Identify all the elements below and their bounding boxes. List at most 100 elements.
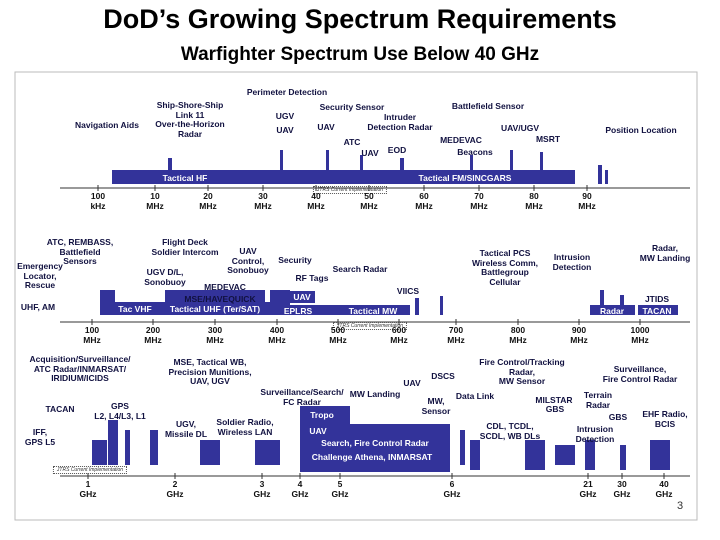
- frequency-label: 40 MHz: [307, 191, 325, 211]
- frequency-label: 80 MHz: [525, 191, 543, 211]
- use-label: Navigation Aids: [75, 120, 139, 130]
- frequency-label: 100 kHz: [90, 191, 106, 211]
- use-label: Acquisition/Surveillance/ ATC Radar/INMA…: [29, 354, 131, 383]
- use-label: GBS: [545, 404, 565, 414]
- spectrum-band: [326, 150, 329, 170]
- frequency-label: 90 MHz: [578, 191, 596, 211]
- spectrum-band: [290, 291, 315, 303]
- use-label: VIICS: [396, 286, 420, 296]
- use-label: Ship-Shore-Ship Link 11 Over-the-Horizon…: [155, 100, 225, 139]
- band-label: Tactical MW: [348, 306, 398, 316]
- spectrum-band: [200, 440, 220, 465]
- spectrum-band: [620, 445, 626, 470]
- spectrum-band: [125, 430, 130, 465]
- spectrum-band: [605, 170, 608, 184]
- use-label: UAV: [361, 148, 379, 158]
- band-label: Search, Fire Control Radar: [321, 438, 429, 448]
- use-label: GPS L2, L4/L3, L1: [94, 401, 146, 421]
- spectrum-band: [160, 302, 270, 315]
- frequency-label: 21 GHz: [579, 479, 597, 499]
- spectrum-band: [525, 440, 545, 470]
- use-label: ATC: [343, 137, 361, 147]
- frequency-label: 40 GHz: [655, 479, 673, 499]
- use-label: Radar, MW Landing: [639, 243, 691, 263]
- use-label: UHF, AM: [20, 302, 56, 312]
- use-label: EHF Radio, BCIS: [642, 409, 688, 429]
- band-label: Tactical HF: [162, 173, 208, 183]
- use-label: Tactical PCS Wireless Comm, Battlegroup …: [471, 248, 539, 287]
- spectrum-band: [340, 305, 410, 315]
- spectrum-band: [510, 150, 513, 170]
- implementation-note: JTRS Current Implementation: [312, 186, 388, 194]
- use-label: UAV: [403, 378, 421, 388]
- use-label: Data Link: [455, 391, 495, 401]
- band-label: Tac VHF: [118, 304, 152, 314]
- use-label: MEDEVAC: [440, 135, 482, 145]
- use-label: Intrusion Detection: [552, 252, 592, 272]
- use-label: UAV Control, Sonobuoy: [227, 246, 269, 275]
- use-label: Fire Control/Tracking Radar, MW Sensor: [479, 357, 565, 386]
- use-label: RF Tags: [295, 273, 329, 283]
- frequency-label: 1000 MHz: [630, 325, 650, 345]
- frequency-label: 3 GHz: [253, 479, 271, 499]
- use-label: UGV, Missile DL: [164, 419, 208, 439]
- band-label: TACAN: [642, 306, 672, 316]
- band-label: Tropo: [310, 410, 334, 420]
- frequency-label: 2 GHz: [166, 479, 184, 499]
- slide-title: DoD’s Growing Spectrum Requirements: [103, 4, 617, 34]
- spectrum-band: [620, 295, 624, 315]
- spectrum-band: [255, 440, 280, 465]
- frequency-label: 700 MHz: [447, 325, 465, 345]
- use-label: UAV/UGV: [500, 123, 540, 133]
- frequency-label: 200 MHz: [144, 325, 162, 345]
- spectrum-band: [115, 302, 160, 315]
- spectrum-band: [300, 424, 450, 472]
- spectrum-band: [598, 165, 602, 184]
- use-label: MSRT: [535, 134, 561, 144]
- use-label: Position Location: [605, 125, 677, 135]
- frequency-label: 20 MHz: [199, 191, 217, 211]
- use-label: UGV D/L, Sonobuoy: [144, 267, 186, 287]
- frequency-label: 6 GHz: [443, 479, 461, 499]
- band-label: UAV: [309, 426, 327, 436]
- use-label: TACAN: [45, 404, 75, 414]
- spectrum-band: [280, 150, 283, 170]
- use-label: Soldier Radio, Wireless LAN: [216, 417, 274, 437]
- use-label: Surveillance, Fire Control Radar: [602, 364, 678, 384]
- frequency-label: 50 MHz: [360, 191, 378, 211]
- use-label: GBS: [608, 412, 628, 422]
- spectrum-band: [405, 430, 415, 465]
- band-label: EPLRS: [283, 306, 313, 316]
- spectrum-band: [415, 298, 419, 315]
- spectrum-band: [470, 440, 480, 470]
- use-label: UAV: [276, 125, 294, 135]
- frequency-label: 500 MHz: [329, 325, 347, 345]
- use-label: MILSTAR: [535, 395, 573, 405]
- spectrum-band: [638, 305, 678, 315]
- spectrum-band: [288, 305, 340, 315]
- use-label: UGV: [275, 111, 295, 121]
- use-label: Search Radar: [332, 264, 388, 274]
- use-label: Beacons: [457, 147, 493, 157]
- use-label: UAV: [317, 122, 335, 132]
- use-label: MSE, Tactical WB, Precision Munitions, U…: [168, 357, 252, 386]
- spectrum-band: [400, 158, 404, 170]
- spectrum-band: [168, 158, 172, 170]
- spectrum-band: [108, 420, 118, 465]
- spectrum-band: [112, 170, 575, 184]
- spectrum-band: [600, 290, 604, 305]
- spectrum-band: [440, 296, 443, 315]
- spectrum-band: [270, 290, 290, 315]
- spectrum-band: [650, 440, 670, 470]
- frequency-label: 30 MHz: [254, 191, 272, 211]
- frequency-label: 100 MHz: [83, 325, 101, 345]
- use-label: Intrusion Detection: [575, 424, 615, 444]
- band-label: Radar: [599, 306, 625, 316]
- use-label: Terrain Radar: [583, 390, 613, 410]
- use-label: IFF, GPS L5: [24, 427, 56, 447]
- band-label: Tactical UHF (Ter/SAT): [169, 304, 261, 314]
- use-label: Battlefield Sensor: [451, 101, 525, 111]
- implementation-note: JTRS Current Implementation: [332, 322, 408, 330]
- frequency-label: 70 MHz: [470, 191, 488, 211]
